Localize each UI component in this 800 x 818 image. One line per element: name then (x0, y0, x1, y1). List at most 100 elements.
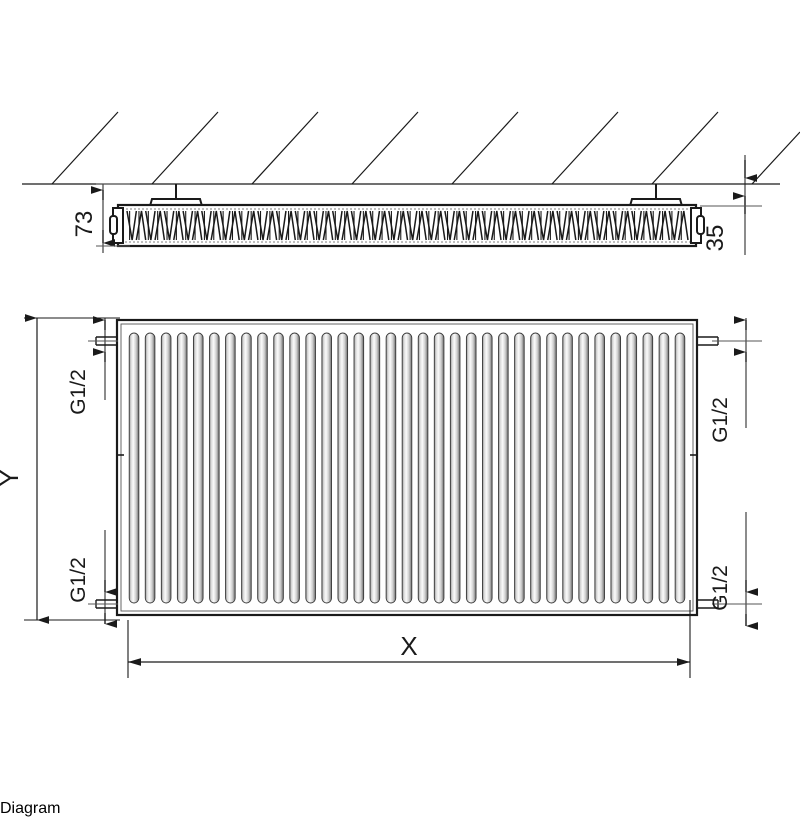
section-fin (490, 210, 502, 241)
section-fin (294, 210, 306, 241)
section-fin (144, 210, 156, 241)
section-fin (593, 210, 605, 241)
front-fin (241, 332, 252, 604)
section-fin (612, 210, 624, 241)
section-fin (135, 210, 147, 241)
dimension-g12-bottom-right: G1/2 (709, 512, 762, 630)
front-fin (514, 332, 525, 604)
section-fin (341, 210, 353, 241)
section-fin (677, 210, 689, 241)
dimension-g12-bottom-left: G1/2 (67, 530, 118, 628)
front-fin (449, 332, 461, 604)
front-fin (321, 332, 332, 604)
section-fin (191, 210, 203, 241)
section-fin (649, 210, 661, 241)
section-fin (257, 210, 268, 241)
section-fin (406, 210, 418, 241)
section-fin (313, 210, 325, 241)
section-fin (668, 210, 680, 241)
front-fin (626, 332, 638, 604)
section-fin (397, 210, 409, 241)
front-fin (433, 332, 445, 604)
front-fin (353, 332, 365, 604)
front-fin (530, 332, 541, 604)
section-fin (229, 210, 240, 241)
dimension-g12-top-right: G1/2 (709, 316, 762, 443)
section-fin (126, 210, 138, 241)
section-fin (584, 210, 596, 241)
section-fin (219, 210, 231, 241)
section-fin (238, 210, 250, 241)
radiator-front-inner-frame (120, 323, 694, 612)
technical-drawing-svg: 73 35 (0, 111, 800, 678)
section-fin (360, 210, 371, 241)
front-fin (257, 332, 268, 604)
section-fin (322, 210, 334, 241)
section-fin (500, 210, 512, 241)
front-fin (578, 332, 589, 604)
front-fin (674, 332, 686, 604)
section-fin (659, 210, 671, 241)
front-fin (498, 332, 509, 604)
front-fin (160, 332, 172, 604)
g12-bottom-right-label: G1/2 (709, 565, 732, 611)
front-fin (176, 332, 188, 604)
front-fin (385, 332, 397, 604)
section-fin (462, 210, 474, 241)
front-elevation-view: G1/2 G1/2 G1/2 G1/2 (0, 314, 762, 678)
dimension-depth-73: 73 (71, 183, 130, 253)
front-fin (144, 332, 156, 604)
front-fin (337, 332, 349, 604)
section-fin (201, 210, 212, 241)
section-fin (182, 210, 194, 241)
section-fin (444, 210, 455, 241)
section-fin (565, 210, 577, 241)
drawing-canvas: 73 35 (0, 111, 800, 678)
section-fin (575, 210, 586, 241)
dimension-gap-35: 35 (700, 155, 762, 255)
front-fin (482, 332, 493, 604)
section-fin (509, 210, 521, 241)
g12-top-right-label: G1/2 (709, 397, 732, 443)
height-dimension-label: Y (0, 469, 24, 486)
section-fin (331, 210, 343, 241)
dimension-height-Y: Y (0, 314, 120, 624)
section-fin (528, 210, 540, 241)
top-section-view: 73 35 (22, 111, 800, 255)
section-convector-fins (126, 210, 689, 241)
section-fin (210, 210, 222, 241)
section-fin (416, 210, 427, 241)
section-fin (537, 210, 549, 241)
section-fin (453, 210, 465, 241)
section-fin (266, 210, 278, 241)
section-fin (603, 210, 614, 241)
section-fin (154, 210, 166, 241)
front-fin (289, 332, 300, 604)
front-fin (562, 332, 573, 604)
wall-hatching (51, 111, 800, 185)
gap-dimension-label: 35 (702, 225, 729, 252)
section-fin (388, 210, 399, 241)
front-fin (658, 332, 670, 604)
front-fin (610, 332, 622, 604)
g12-bottom-left-label: G1/2 (67, 557, 90, 603)
section-fin (173, 210, 184, 241)
section-fin (303, 210, 315, 241)
dimension-g12-top-left: G1/2 (67, 316, 118, 415)
front-fin (369, 332, 381, 604)
front-fin (401, 332, 413, 604)
section-fin (631, 210, 642, 241)
section-fin (247, 210, 259, 241)
section-fin (640, 210, 652, 241)
section-fin (285, 210, 297, 241)
section-fin (434, 210, 446, 241)
section-fin (621, 210, 633, 241)
front-fin (417, 332, 429, 604)
section-fin (378, 210, 390, 241)
front-fin (642, 332, 654, 604)
section-fin (556, 210, 568, 241)
section-fin (275, 210, 287, 241)
depth-dimension-label: 73 (71, 211, 98, 238)
front-fin (273, 332, 284, 604)
section-fin (518, 210, 530, 241)
